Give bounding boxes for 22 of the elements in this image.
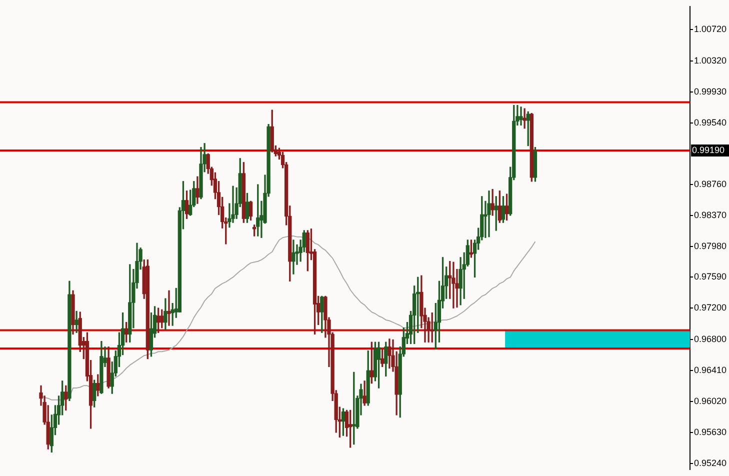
- candlestick: [519, 106, 523, 126]
- candlestick: [490, 188, 494, 216]
- y-tick-label: 0.97590: [694, 272, 727, 282]
- y-tick-label: 0.98370: [694, 210, 727, 220]
- y-tick-label: 0.98760: [694, 179, 727, 190]
- candlestick: [292, 240, 296, 274]
- candlestick: [167, 290, 171, 326]
- y-tick-label: 1.00720: [694, 24, 727, 34]
- y-tick-label: 0.95630: [694, 426, 727, 437]
- y-tick-label: 0.96800: [694, 334, 727, 344]
- y-tick-label: 0.96020: [694, 396, 727, 406]
- y-tick-label: 0.97980: [694, 240, 727, 251]
- y-tick-label: 0.99540: [694, 117, 727, 128]
- candlestick: [74, 310, 78, 333]
- candlestick: [522, 108, 526, 129]
- y-tick-label: 0.99930: [694, 86, 727, 96]
- ref-line-label: 0.99190: [692, 144, 725, 155]
- candlestick: [452, 262, 456, 308]
- y-tick-label: 0.97200: [694, 302, 727, 313]
- y-tick-label: 1.00320: [694, 56, 727, 66]
- y-tick-label: 0.95240: [694, 458, 727, 468]
- y-tick-label: 0.96410: [694, 365, 727, 376]
